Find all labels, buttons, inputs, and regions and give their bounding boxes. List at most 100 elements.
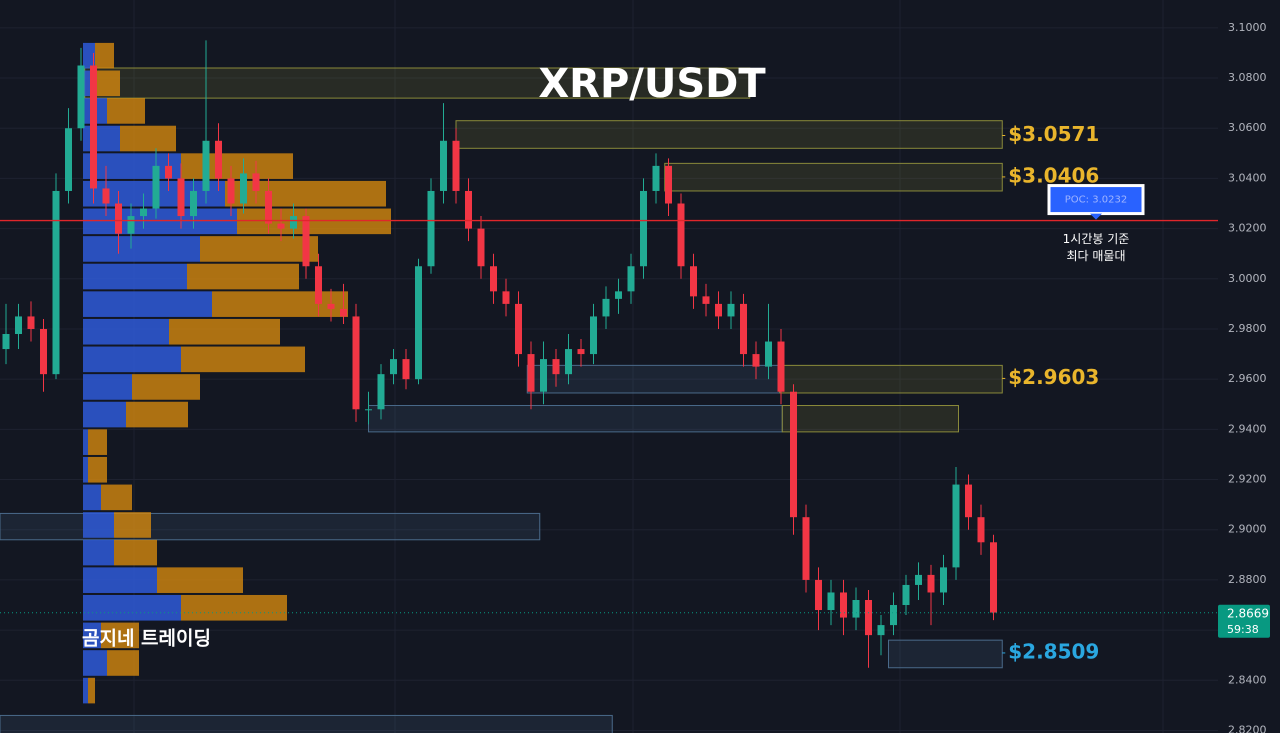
candle-body — [677, 203, 685, 267]
candle-body — [215, 140, 222, 179]
candle-body — [327, 303, 335, 309]
price-zone — [0, 714, 613, 733]
zone-label: $3.0571 — [1008, 122, 1099, 146]
candle-body — [652, 165, 660, 191]
candle-body — [627, 266, 635, 292]
candle-body — [127, 216, 135, 234]
candle-body — [602, 298, 610, 317]
candle-body — [915, 574, 922, 585]
profile-sell — [157, 567, 243, 593]
volume-profile — [83, 42, 391, 704]
candle-body — [415, 266, 422, 380]
price-zone — [664, 162, 1003, 192]
candle-body — [77, 65, 85, 129]
candle-body — [340, 308, 347, 317]
candle-body — [390, 359, 397, 375]
profile-buy — [83, 236, 200, 262]
candle-body — [615, 291, 622, 299]
y-tick-label: 2.9600 — [1228, 372, 1267, 385]
profile-sell — [237, 208, 391, 235]
candle-body — [365, 409, 372, 411]
price-zone — [781, 405, 959, 433]
poc-pointer — [1090, 213, 1102, 220]
candle-body — [377, 374, 385, 410]
y-tick-label: 3.1000 — [1228, 21, 1267, 34]
poc-note: 1시간봉 기준 — [1063, 232, 1130, 246]
y-tick-label: 2.9200 — [1228, 473, 1267, 486]
y-tick-label: 3.0000 — [1228, 272, 1267, 285]
candle-body — [515, 303, 522, 355]
candle-body — [927, 574, 935, 593]
candle-body — [165, 165, 172, 179]
profile-sell — [181, 594, 287, 621]
profile-buy — [83, 567, 157, 593]
last-price-tag — [1218, 604, 1270, 638]
profile-buy — [83, 208, 237, 235]
candle-body — [302, 216, 310, 267]
profile-sell — [114, 512, 151, 538]
candle-body — [952, 484, 960, 568]
profile-buy — [83, 650, 107, 676]
candle-body — [777, 341, 785, 392]
candle-body — [502, 291, 510, 304]
profile-buy — [83, 42, 95, 69]
candle-body — [190, 190, 197, 217]
candle-body — [152, 165, 160, 209]
profile-sell — [101, 484, 132, 511]
candle-body — [177, 178, 185, 217]
y-tick-label: 2.9400 — [1228, 422, 1267, 435]
candle-body — [252, 173, 260, 191]
candle-body — [315, 266, 322, 304]
price-zone — [888, 639, 1003, 669]
candle-body — [840, 592, 847, 618]
profile-buy — [83, 594, 181, 621]
profile-sell — [126, 401, 188, 428]
candle-body — [752, 354, 760, 367]
candle-body — [877, 625, 885, 636]
y-tick-label: 2.9800 — [1228, 322, 1267, 335]
profile-sell — [95, 42, 114, 69]
profile-buy — [83, 429, 88, 455]
profile-buy — [83, 401, 126, 428]
profile-buy — [83, 263, 187, 290]
candle-body — [290, 216, 297, 229]
candle-body — [440, 140, 447, 191]
candle-body — [590, 316, 597, 355]
candle-body — [52, 190, 60, 375]
candle-body — [815, 579, 822, 611]
profile-buy — [83, 677, 88, 704]
candle-body — [2, 334, 10, 350]
candle-body — [40, 328, 47, 375]
price-zone — [779, 364, 1003, 394]
candle-body — [277, 223, 285, 229]
profile-sell — [88, 677, 95, 704]
y-tick-label: 3.0200 — [1228, 222, 1267, 235]
profile-buy — [83, 318, 169, 345]
profile-sell — [181, 346, 305, 373]
profile-buy — [83, 622, 101, 649]
poc-label: POC: 3.0232 — [1065, 195, 1127, 206]
candle-body — [352, 316, 360, 410]
y-tick-label: 3.0600 — [1228, 121, 1267, 134]
candle-body — [790, 391, 797, 518]
poc-note: 최다 매물대 — [1066, 249, 1125, 263]
candle-body — [727, 303, 735, 317]
y-tick-label: 3.0800 — [1228, 71, 1267, 84]
candle-body — [115, 203, 122, 234]
y-tick-label: 2.9000 — [1228, 523, 1267, 536]
candle-body — [540, 359, 547, 392]
candle-body — [552, 359, 560, 375]
candle-body — [490, 266, 497, 292]
y-tick-label: 3.0400 — [1228, 171, 1267, 184]
candle-body — [765, 341, 772, 367]
watermark: 곰지네 트레이딩 — [82, 628, 211, 650]
profile-sell — [181, 153, 293, 179]
y-tick-label: 2.8200 — [1228, 723, 1267, 733]
price-zone — [368, 405, 783, 433]
last-price-label: 2.8669 — [1227, 606, 1269, 620]
candle-body — [802, 517, 810, 580]
profile-sell — [88, 429, 107, 455]
candle-body — [690, 266, 697, 297]
profile-buy — [83, 456, 88, 483]
